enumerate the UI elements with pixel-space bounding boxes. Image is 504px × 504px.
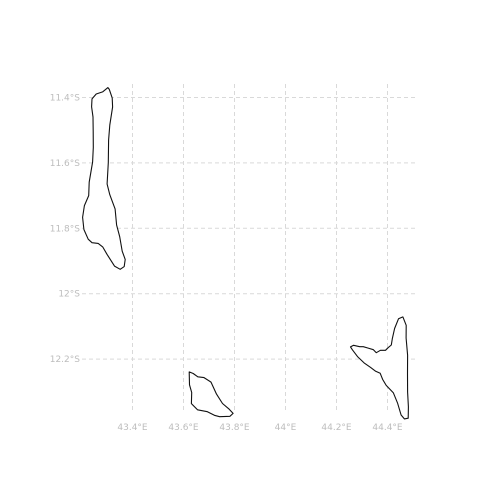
tick-labels: 43.4°E 43.6°E 43.8°E 44°E 44.2°E 44.4°E 11.4°S… [50, 94, 403, 434]
lon-tick-label: 43.4°E [117, 423, 148, 433]
lat-tick-label: 11.8°S [50, 224, 81, 234]
lat-tick-label: 12°S [58, 290, 80, 300]
island-anjouan [349, 316, 409, 420]
island-outlines [82, 87, 409, 420]
island-grande-comore [82, 87, 126, 270]
graticule [82, 84, 418, 412]
lon-tick-label: 43.8°E [219, 423, 250, 433]
island-moheli [188, 371, 234, 418]
lon-tick-label: 43.6°E [168, 423, 199, 433]
lon-tick-label: 44.2°E [321, 423, 352, 433]
lat-tick-label: 11.4°S [50, 94, 81, 104]
lat-tick-label: 12.2°S [50, 355, 81, 365]
lon-tick-label: 44°E [275, 423, 297, 433]
lon-tick-label: 44.4°E [372, 423, 403, 433]
lat-tick-label: 11.6°S [50, 159, 81, 169]
